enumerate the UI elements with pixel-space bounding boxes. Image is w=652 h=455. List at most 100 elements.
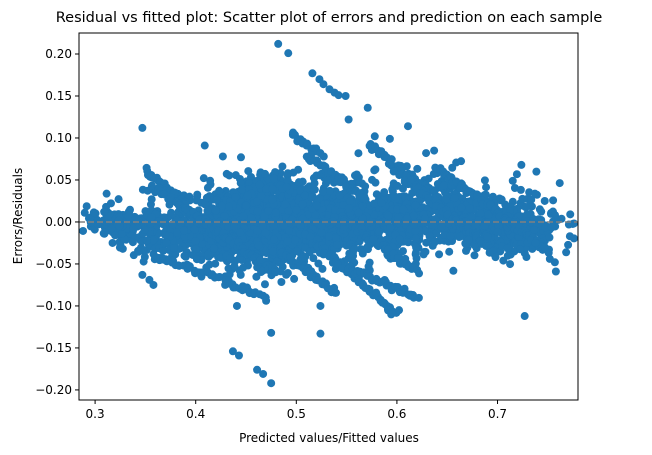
data-point	[395, 235, 404, 244]
data-point	[293, 247, 302, 256]
data-point	[281, 200, 290, 209]
data-point	[393, 181, 402, 190]
data-point	[317, 228, 326, 237]
data-point	[236, 270, 245, 279]
data-point	[446, 232, 455, 241]
data-point	[224, 202, 233, 211]
data-point	[494, 221, 503, 230]
data-point	[215, 273, 224, 282]
data-point	[206, 176, 215, 185]
data-point	[271, 208, 280, 217]
data-point	[247, 213, 256, 222]
data-point	[274, 39, 283, 48]
data-point	[422, 149, 431, 158]
data-point	[562, 248, 571, 257]
data-point	[283, 169, 292, 178]
data-point	[284, 206, 293, 215]
data-point	[134, 247, 143, 256]
data-point	[257, 191, 266, 200]
data-point	[239, 263, 248, 272]
y-tick-label: −0.05	[35, 257, 72, 271]
data-point	[370, 199, 379, 208]
data-point	[464, 236, 473, 245]
data-point	[354, 149, 363, 158]
data-point	[457, 203, 466, 212]
data-point	[331, 288, 340, 297]
data-point	[493, 227, 502, 236]
data-point	[319, 80, 328, 89]
data-point	[530, 226, 539, 235]
data-point	[312, 201, 321, 210]
data-point	[541, 223, 550, 232]
data-point	[179, 226, 188, 235]
data-point	[209, 244, 218, 253]
data-point	[557, 214, 566, 223]
data-point	[252, 272, 261, 281]
data-point	[484, 210, 493, 219]
data-point	[503, 244, 512, 253]
data-point	[344, 115, 353, 124]
data-point	[316, 301, 325, 310]
data-point	[228, 347, 237, 356]
data-point	[200, 141, 209, 150]
data-point	[481, 190, 490, 199]
data-point	[380, 188, 389, 197]
data-point	[268, 195, 277, 204]
data-point	[508, 176, 517, 185]
data-point	[254, 241, 263, 250]
data-point	[142, 236, 151, 245]
data-point	[236, 228, 245, 237]
x-axis: 0.3 0.4 0.5 0.6 0.7	[86, 400, 507, 421]
data-point	[282, 270, 291, 279]
data-point	[537, 207, 546, 216]
data-point	[384, 211, 393, 220]
data-point	[253, 365, 262, 374]
plot-area	[78, 32, 579, 401]
data-point	[79, 226, 88, 235]
data-point	[294, 178, 303, 187]
data-point	[269, 247, 278, 256]
data-point	[364, 262, 373, 271]
data-point	[331, 234, 340, 243]
data-point	[532, 167, 541, 176]
data-point	[307, 193, 316, 202]
data-point	[420, 214, 429, 223]
data-point	[318, 264, 327, 273]
data-point	[260, 280, 269, 289]
data-point	[506, 260, 515, 269]
data-point	[399, 205, 408, 214]
data-point	[138, 270, 147, 279]
data-point	[425, 232, 434, 241]
data-point	[363, 103, 372, 112]
data-point	[413, 164, 422, 173]
data-point	[333, 240, 342, 249]
data-point	[255, 180, 264, 189]
data-point	[467, 212, 476, 221]
x-tick-label: 0.3	[86, 407, 105, 421]
data-point	[284, 49, 293, 58]
data-point	[309, 254, 318, 263]
y-tick-label: 0.10	[45, 131, 72, 145]
data-point	[422, 238, 431, 247]
data-point	[212, 195, 221, 204]
data-point	[128, 238, 137, 247]
data-point	[421, 247, 430, 256]
data-point	[527, 195, 536, 204]
data-point	[264, 206, 273, 215]
data-point	[261, 228, 270, 237]
data-point	[311, 210, 320, 219]
data-point	[161, 231, 170, 240]
data-point	[218, 152, 227, 161]
data-point	[449, 266, 458, 275]
data-point	[317, 221, 326, 230]
data-point	[393, 205, 402, 214]
data-point	[412, 254, 421, 263]
data-point	[356, 245, 365, 254]
data-point	[125, 205, 134, 214]
data-point	[138, 123, 147, 132]
data-point	[147, 195, 156, 204]
data-point	[555, 179, 564, 188]
data-point	[471, 220, 480, 229]
data-point	[267, 379, 276, 388]
